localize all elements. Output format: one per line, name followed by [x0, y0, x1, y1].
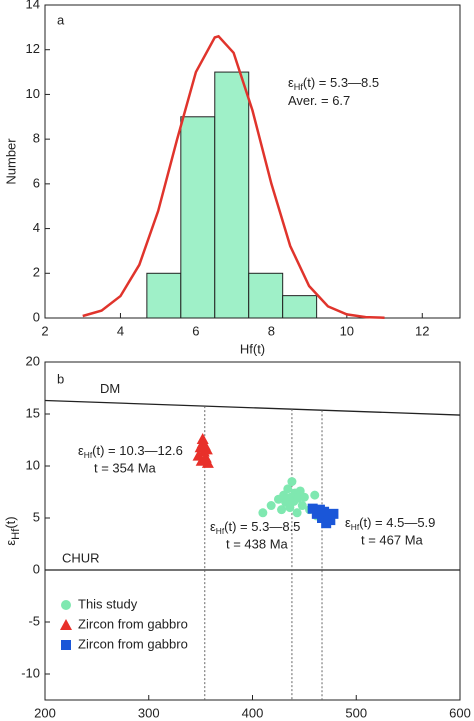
legend-marker — [61, 600, 71, 610]
annotation-note: t = 354 Ma — [94, 460, 157, 475]
text: (t) = 10.3—12.6 — [92, 443, 183, 458]
annotation: εHf(t) = 10.3—12.6 — [78, 443, 183, 460]
y-tick-label: -10 — [21, 665, 40, 680]
legend-label: Zircon from gabbro — [78, 636, 188, 651]
reference-label: DM — [100, 381, 120, 396]
symbol: ε — [345, 515, 351, 530]
bar — [282, 295, 318, 319]
x-tick-label: 600 — [449, 705, 471, 720]
point — [297, 501, 307, 511]
bar — [248, 272, 284, 319]
x-tick-label: 200 — [34, 705, 56, 720]
annotation: εHf(t) = 5.3—8.5 — [288, 75, 379, 92]
symbol: ε — [210, 519, 216, 534]
x-tick-label: 500 — [345, 705, 367, 720]
reference-line — [44, 399, 461, 416]
symbol: ε — [288, 75, 294, 90]
point — [266, 501, 276, 511]
text: (t) = 5.3—8.5 — [303, 75, 379, 90]
point — [196, 437, 209, 449]
x-tick-label: 12 — [415, 323, 429, 338]
x-tick-label: 6 — [192, 323, 199, 338]
y-tick-label: 0 — [33, 561, 40, 576]
point — [201, 456, 214, 468]
point — [277, 505, 287, 515]
annotation: εHf(t) — [3, 516, 22, 545]
y-tick-label: 20 — [26, 353, 40, 368]
x-tick-label: 4 — [117, 323, 124, 338]
point — [200, 443, 213, 455]
point — [307, 503, 318, 514]
legend-label: Zircon from gabbro — [78, 616, 188, 631]
x-tick-label: 8 — [268, 323, 275, 338]
bar — [146, 272, 182, 319]
point — [317, 513, 328, 523]
point — [287, 477, 297, 487]
text: (t) — [3, 516, 18, 528]
bar — [180, 116, 216, 319]
y-tick-label: 2 — [33, 265, 40, 280]
y-axis-label: Number — [3, 138, 18, 185]
point — [283, 484, 293, 494]
panel-label: b — [57, 371, 64, 386]
reference-label: CHUR — [62, 550, 100, 565]
text: (t) = 5.3—8.5 — [224, 519, 300, 534]
y-tick-label: 10 — [26, 457, 40, 472]
y-tick-label: 8 — [33, 131, 40, 146]
y-tick-label: 6 — [33, 175, 40, 190]
annotation-note: t = 467 Ma — [361, 532, 424, 547]
y-tick-label: 14 — [26, 0, 40, 11]
panel-label: a — [57, 12, 65, 27]
text: (t) = 4.5—5.9 — [359, 515, 435, 530]
y-tick-label: 0 — [33, 309, 40, 324]
x-tick-label: 300 — [138, 705, 160, 720]
y-tick-label: 4 — [33, 220, 40, 235]
x-tick-label: 400 — [242, 705, 264, 720]
y-tick-label: 10 — [26, 86, 40, 101]
x-tick-label: 10 — [340, 323, 354, 338]
point — [310, 490, 320, 500]
point — [292, 508, 302, 518]
subscript: Hf — [294, 82, 304, 92]
point — [328, 508, 339, 519]
text: Aver. = 6.7 — [288, 93, 350, 108]
annotation-note: t = 438 Ma — [226, 536, 289, 551]
symbol: ε — [3, 540, 18, 546]
annotation: Aver. = 6.7 — [288, 93, 350, 108]
point — [299, 492, 309, 502]
y-tick-label: 12 — [26, 41, 40, 56]
y-tick-label: 5 — [33, 509, 40, 524]
subscript: Hf — [216, 526, 225, 536]
subscript: Hf — [10, 528, 22, 540]
annotation: εHf(t) = 4.5—5.9 — [345, 515, 435, 532]
subscript: Hf — [84, 450, 93, 460]
symbol: ε — [78, 443, 84, 458]
subscript: Hf — [351, 522, 360, 532]
legend-marker — [60, 619, 72, 630]
plot-frame — [44, 4, 461, 319]
point — [325, 515, 336, 526]
x-axis-label: Hf(t) — [240, 341, 265, 356]
bar — [214, 71, 250, 319]
legend-marker — [61, 640, 71, 650]
y-tick-label: 15 — [26, 405, 40, 420]
annotation: εHf(t) = 5.3—8.5 — [210, 519, 300, 536]
fit-curve — [82, 34, 385, 320]
legend-label: This study — [78, 596, 138, 611]
y-tick-label: -5 — [28, 613, 40, 628]
x-tick-label: 2 — [41, 323, 48, 338]
point — [258, 508, 268, 518]
